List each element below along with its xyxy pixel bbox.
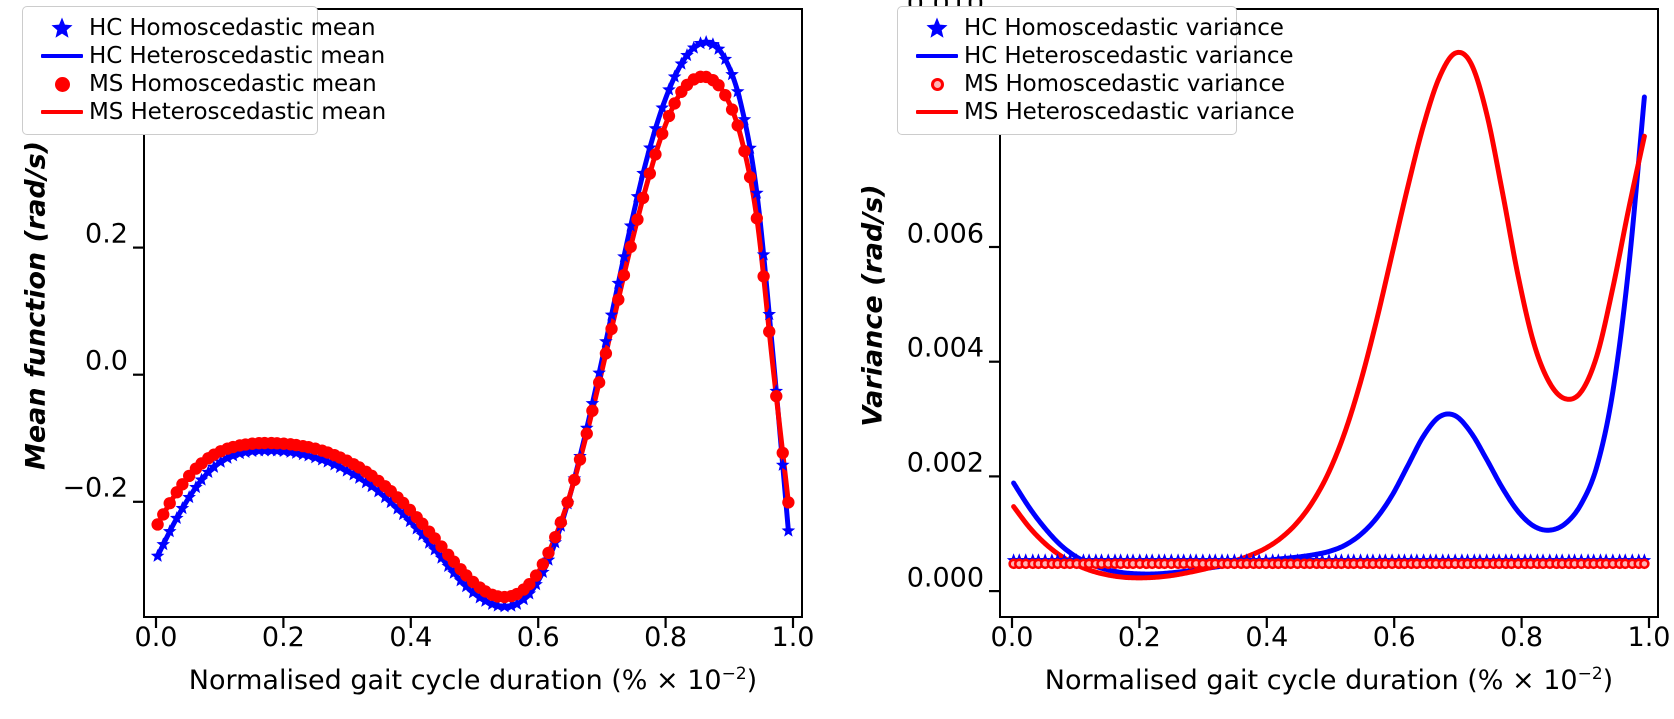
x-tick-left-1: 0.2 bbox=[261, 622, 305, 653]
legend-label: HC Heteroscedastic mean bbox=[89, 43, 386, 69]
panel-variance: Variance (rad/s) 0.000 0.002 0.004 0.006… bbox=[837, 0, 1674, 719]
legend-label: MS Heteroscedastic mean bbox=[89, 99, 387, 125]
legend-item-hc-homoscedastic-variance[interactable]: HC Homoscedastic variance bbox=[910, 14, 1284, 42]
x-axis-label-right: Normalised gait cycle duration (% × 10−2… bbox=[999, 664, 1659, 696]
y-tick-left-2: 0.2 bbox=[85, 218, 128, 250]
star-marker-icon bbox=[910, 16, 964, 40]
line-swatch-icon bbox=[910, 109, 964, 115]
legend-label: MS Homoscedastic mean bbox=[89, 71, 377, 97]
legend-label: MS Heteroscedastic variance bbox=[964, 99, 1295, 125]
legend-label: HC Homoscedastic variance bbox=[964, 15, 1284, 41]
legend-mean-function: HC Homoscedastic mean HC Heteroscedastic… bbox=[22, 6, 386, 135]
legend-label: HC Homoscedastic mean bbox=[89, 15, 376, 41]
y-tick-right-2: 0.004 bbox=[906, 332, 984, 364]
legend-item-ms-homoscedastic-variance[interactable]: MS Homoscedastic variance bbox=[910, 70, 1285, 98]
mean-function-plot-svg bbox=[150, 35, 796, 613]
line-swatch-icon bbox=[35, 109, 89, 115]
y-axis-label-left: Mean function (rad/s) bbox=[20, 140, 52, 471]
x-tick-left-5: 1.0 bbox=[771, 622, 815, 653]
x-axis-label-right-close: ) bbox=[1602, 665, 1614, 696]
x-tick-left-3: 0.6 bbox=[516, 622, 560, 653]
x-axis-label-left: Normalised gait cycle duration (% × 10−2… bbox=[143, 664, 803, 696]
hollow-dot-marker-icon bbox=[910, 77, 964, 91]
dot-marker-icon bbox=[35, 76, 89, 92]
y-tick-right-0: 0.000 bbox=[906, 562, 984, 594]
x-tick-right-2: 0.4 bbox=[1245, 622, 1289, 653]
x-tick-left-0: 0.0 bbox=[134, 622, 178, 653]
legend-item-ms-homoscedastic-mean[interactable]: MS Homoscedastic mean bbox=[35, 70, 377, 98]
legend-item-ms-heteroscedastic-mean[interactable]: MS Heteroscedastic mean bbox=[35, 98, 386, 126]
x-tick-right-0: 0.0 bbox=[990, 622, 1034, 653]
legend-variance: HC Homoscedastic variance HC Heterosceda… bbox=[897, 6, 1295, 135]
y-tick-right-1: 0.002 bbox=[906, 447, 984, 479]
x-axis-label-left-close: ) bbox=[746, 665, 758, 696]
x-tick-left-4: 0.8 bbox=[644, 622, 688, 653]
panel-mean-function: Mean function (rad/s) −0.2 0.0 0.2 0.4 0… bbox=[20, 6, 815, 696]
star-marker-icon bbox=[35, 16, 89, 40]
variance-plot-svg bbox=[1006, 49, 1652, 581]
x-tick-right-1: 0.2 bbox=[1117, 622, 1161, 653]
legend-label: HC Heteroscedastic variance bbox=[964, 43, 1294, 69]
x-tick-right-5: 1.0 bbox=[1627, 622, 1671, 653]
line-swatch-icon bbox=[910, 53, 964, 59]
y-tick-left-1: 0.0 bbox=[85, 345, 128, 377]
x-axis-label-left-exponent: −2 bbox=[721, 664, 747, 684]
x-tick-right-3: 0.6 bbox=[1372, 622, 1416, 653]
legend-item-hc-heteroscedastic-mean[interactable]: HC Heteroscedastic mean bbox=[35, 42, 385, 70]
line-swatch-icon bbox=[35, 53, 89, 59]
x-axis-label-right-exponent: −2 bbox=[1577, 664, 1603, 684]
x-tick-right-4: 0.8 bbox=[1500, 622, 1544, 653]
legend-item-hc-homoscedastic-mean[interactable]: HC Homoscedastic mean bbox=[35, 14, 376, 42]
y-tick-left-0: −0.2 bbox=[62, 472, 128, 504]
legend-label: MS Homoscedastic variance bbox=[964, 71, 1285, 97]
legend-item-hc-heteroscedastic-variance[interactable]: HC Heteroscedastic variance bbox=[910, 42, 1294, 70]
y-tick-right-3: 0.006 bbox=[906, 218, 984, 249]
x-tick-left-2: 0.4 bbox=[389, 622, 433, 653]
x-axis-label-right-text: Normalised gait cycle duration (% × 10 bbox=[1044, 665, 1578, 696]
y-axis-label-right: Variance (rad/s) bbox=[857, 184, 889, 427]
x-axis-label-left-text: Normalised gait cycle duration (% × 10 bbox=[188, 665, 722, 696]
legend-item-ms-heteroscedastic-variance[interactable]: MS Heteroscedastic variance bbox=[910, 98, 1295, 126]
